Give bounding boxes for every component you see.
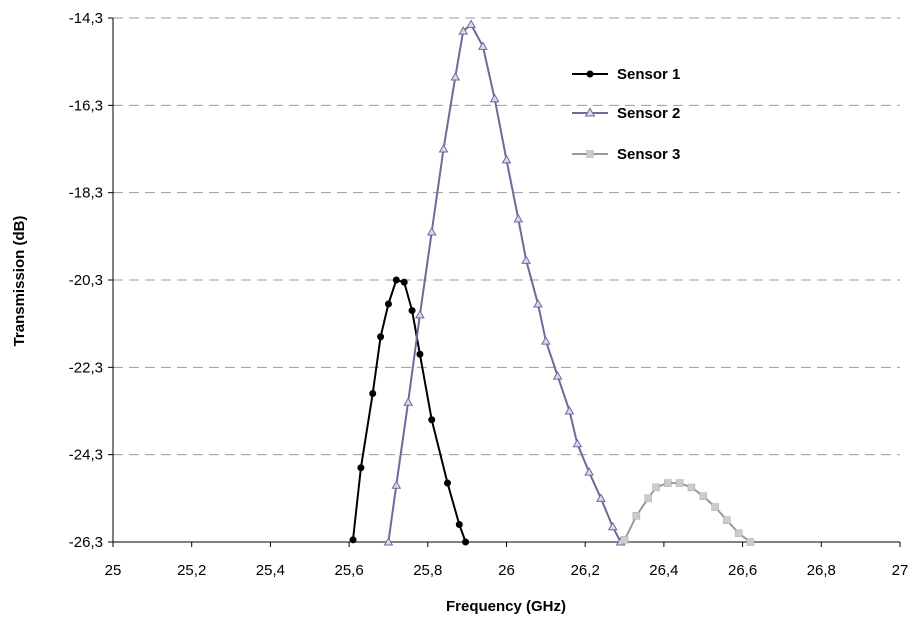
data-point [391, 480, 402, 489]
data-point [415, 309, 425, 319]
data-point [664, 479, 672, 487]
series-3 [620, 479, 755, 546]
legend-label-sensor-1: Sensor 1 [617, 66, 680, 83]
legend-label-sensor-2: Sensor 2 [617, 105, 680, 122]
data-point [462, 538, 470, 546]
x-tick-label: 26,2 [571, 562, 600, 579]
series-line [387, 23, 622, 543]
data-point [384, 300, 392, 308]
data-point [458, 26, 469, 35]
data-point [392, 276, 400, 284]
data-point [489, 93, 500, 103]
y-tick-label: -22,3 [69, 359, 103, 376]
y-tick-label: -18,3 [69, 185, 103, 202]
series-line [352, 279, 467, 543]
series-line [623, 482, 752, 543]
data-point [564, 405, 575, 415]
data-point [533, 299, 543, 308]
legend-entry-sensor-1: Sensor 1 [572, 66, 680, 83]
x-tick-label: 25,4 [256, 562, 285, 579]
data-point [426, 226, 437, 236]
data-point [501, 154, 512, 164]
data-point [540, 336, 551, 345]
series-1 [349, 276, 470, 546]
data-point [383, 536, 394, 546]
data-point [552, 371, 563, 380]
data-point [607, 521, 618, 531]
data-point [513, 213, 524, 223]
y-tick-label: -16,3 [69, 97, 103, 114]
data-point [400, 278, 408, 286]
labels-layer: -14,3 -16,3 -18,3 -20,3 -22,3 -24,3 -26,325 25,… [69, 10, 909, 579]
data-point [443, 479, 451, 487]
data-point [723, 516, 731, 524]
data-point [416, 350, 424, 358]
data-point [620, 536, 629, 544]
data-point [349, 536, 357, 544]
data-point [652, 483, 660, 492]
data-point [369, 390, 377, 398]
data-point [408, 307, 416, 315]
series-2 [383, 19, 626, 546]
grid-layer [113, 17, 900, 456]
data-point [675, 479, 684, 487]
x-tick-label: 25,8 [413, 562, 442, 579]
legend-label-sensor-3: Sensor 3 [617, 146, 680, 163]
data-point [357, 464, 365, 472]
data-point [699, 492, 707, 500]
axes-layer [108, 17, 901, 547]
y-axis-title: Transmission (dB) [11, 216, 28, 347]
data-point [455, 521, 463, 529]
x-tick-label: 25,2 [177, 562, 206, 579]
data-point [644, 494, 652, 503]
legend-entry-sensor-3: Sensor 3 [572, 146, 680, 163]
data-point [450, 71, 461, 81]
data-point [403, 397, 413, 406]
legend: Sensor 1 Sensor 2 Sensor 3 [572, 66, 680, 163]
data-point [711, 503, 719, 511]
data-point [584, 467, 594, 476]
data-point [596, 493, 606, 502]
series-layer [349, 19, 755, 546]
data-point [521, 255, 532, 264]
x-axis-title: Frequency (GHz) [446, 598, 566, 615]
y-tick-label: -24,3 [69, 447, 103, 464]
x-tick-label: 26,8 [807, 562, 836, 579]
x-tick-label: 27 [892, 562, 909, 579]
data-point [734, 529, 743, 538]
x-tick-label: 25 [105, 562, 122, 579]
x-tick-label: 26 [498, 562, 515, 579]
y-tick-label: -26,3 [69, 534, 103, 551]
data-point [377, 333, 385, 341]
data-point [746, 538, 755, 546]
data-point [478, 41, 488, 50]
x-tick-label: 26,6 [728, 562, 757, 579]
y-tick-label: -20,3 [69, 272, 103, 289]
data-point [572, 438, 583, 448]
x-tick-label: 25,6 [334, 562, 363, 579]
data-point [466, 19, 476, 29]
data-point [428, 416, 436, 424]
legend-entry-sensor-2: Sensor 2 [572, 105, 680, 122]
data-point [687, 483, 696, 492]
y-tick-label: -14,3 [69, 10, 103, 27]
data-point [632, 512, 641, 520]
x-tick-label: 26,4 [649, 562, 678, 579]
data-point [438, 143, 449, 153]
